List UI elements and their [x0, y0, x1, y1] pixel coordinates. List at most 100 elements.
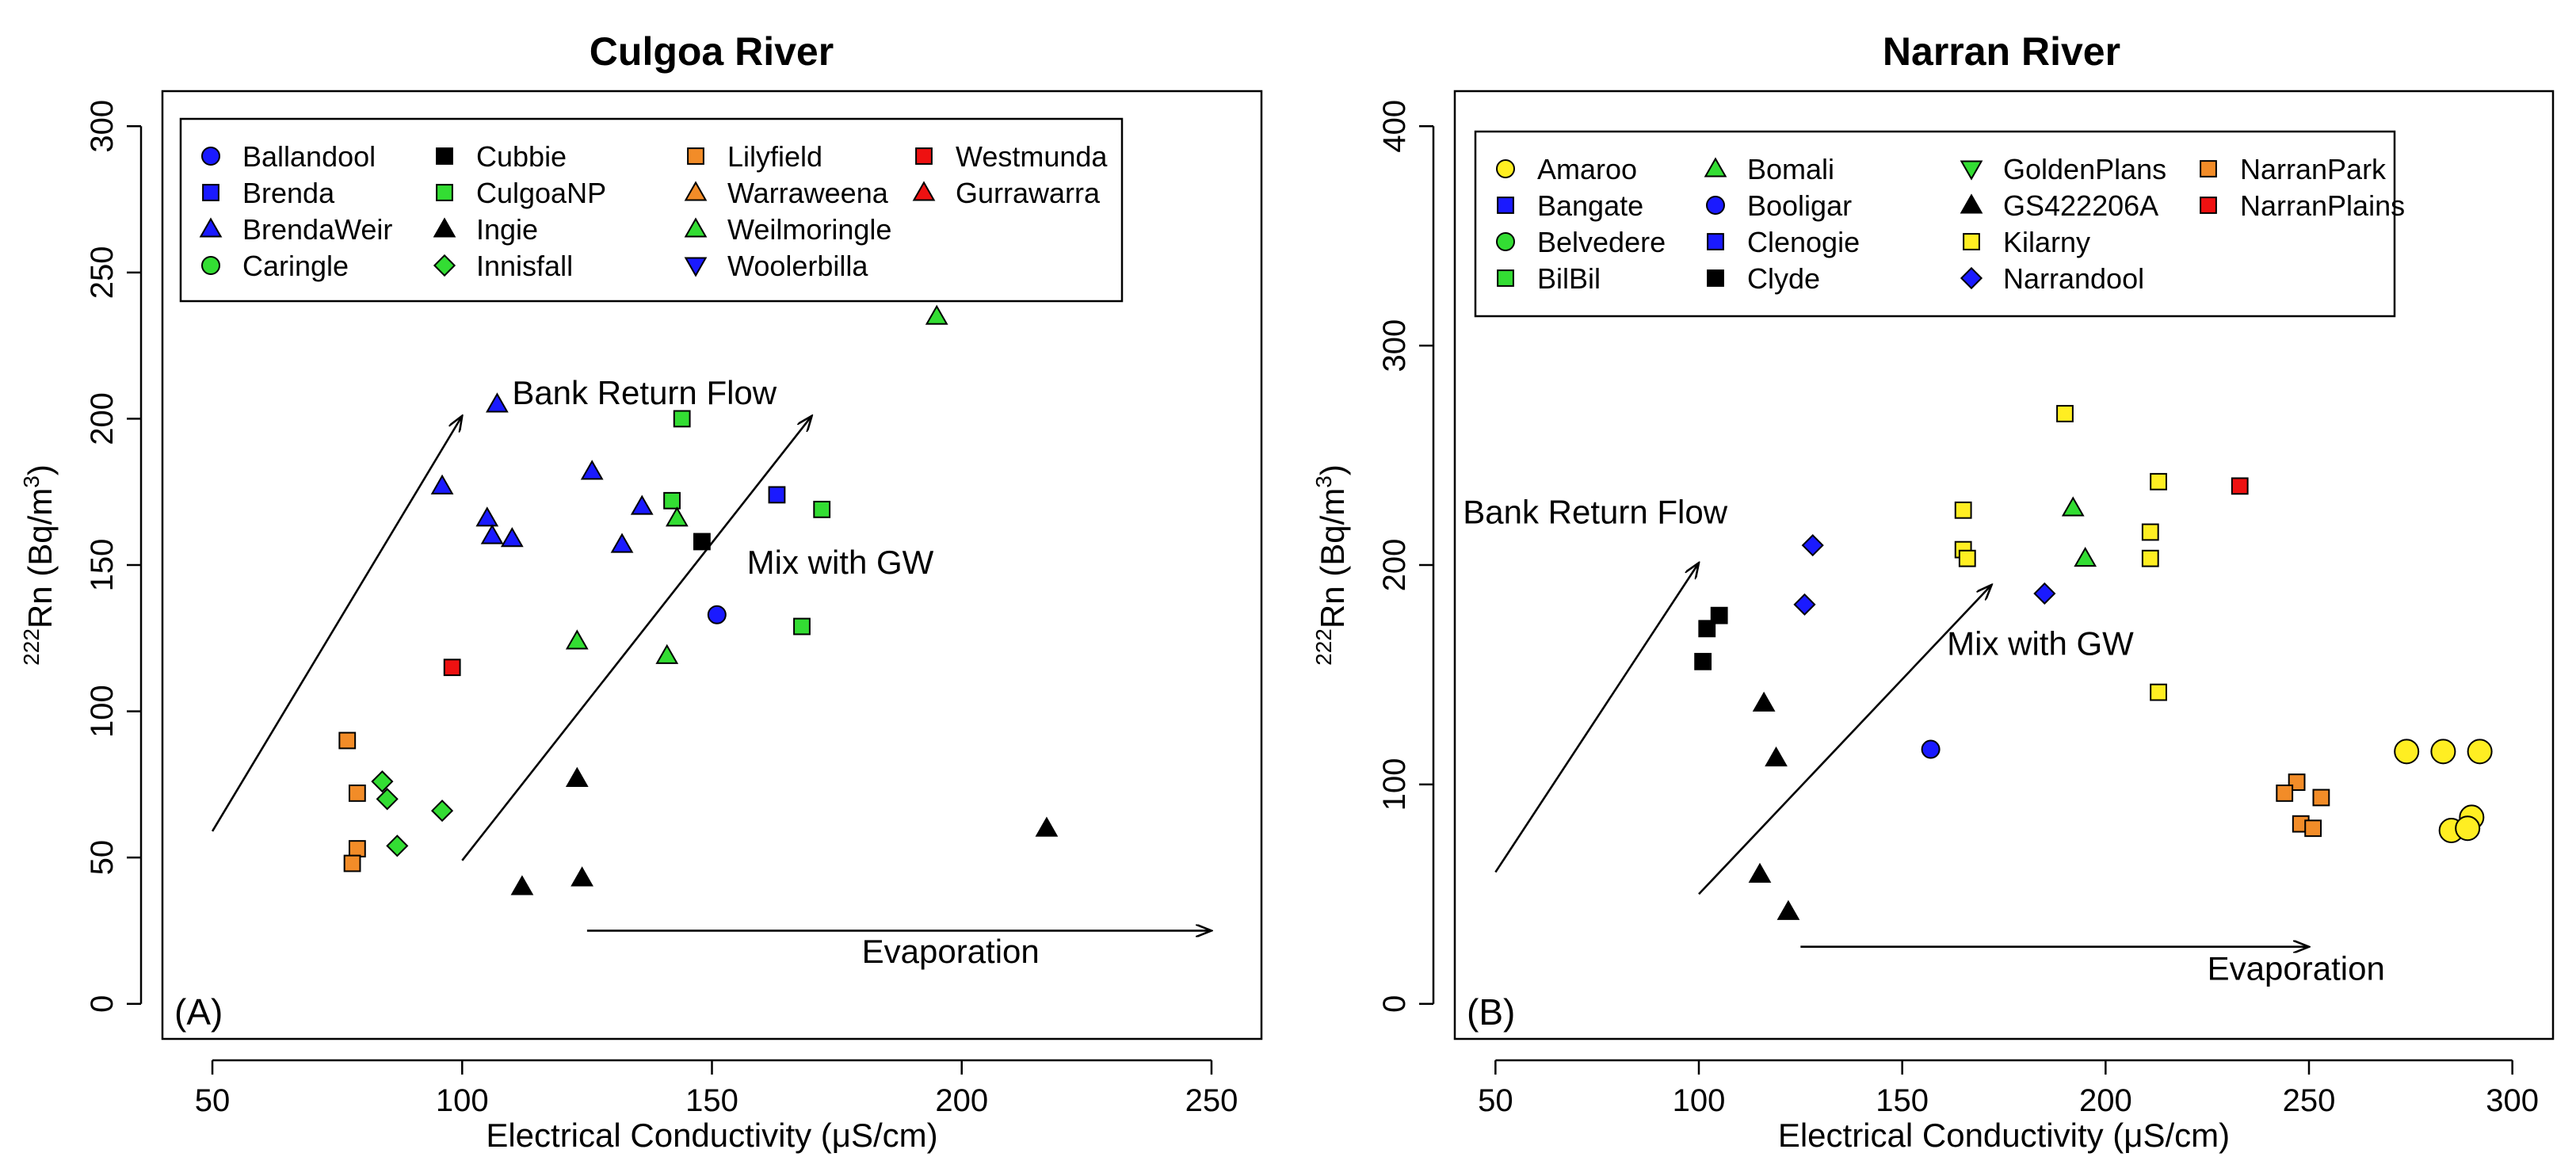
- data-point: [371, 770, 394, 793]
- legend-label: Bangate: [1537, 189, 1643, 222]
- annotation-label: Evaporation: [862, 933, 1040, 970]
- annotation-label: Bank Return Flow: [512, 374, 777, 411]
- panel-label: (B): [1467, 991, 1515, 1033]
- legend-label: Warraweena: [727, 177, 889, 209]
- y-tick-label: 300: [85, 100, 120, 153]
- y-tick-label: 100: [85, 685, 120, 738]
- y-label-tail: ): [1314, 464, 1351, 475]
- y-label-superscript: 3: [19, 475, 44, 488]
- data-point: [630, 494, 654, 515]
- data-point: [673, 410, 691, 428]
- data-point: [2150, 472, 2167, 491]
- y-tick-label: 0: [1377, 995, 1412, 1013]
- legend-label: BilBil: [1537, 262, 1601, 295]
- annotation-arrow: [1494, 563, 1699, 873]
- data-point: [443, 659, 461, 677]
- chart-panel-narran: Narran River 50 100 150 200 250 300 Electrical …: [1311, 29, 2555, 1154]
- data-point: [813, 500, 831, 518]
- data-point: [510, 875, 534, 895]
- data-point: [1765, 746, 1788, 767]
- legend-label: Ingie: [476, 213, 538, 246]
- legend-marker-ingie: [433, 217, 456, 238]
- legend-label: Ballandool: [242, 140, 376, 173]
- x-tick-label: 200: [935, 1083, 988, 1118]
- data-point: [430, 800, 454, 823]
- series-narranpark: [2276, 773, 2330, 838]
- legend-marker-clyde: [1707, 269, 1724, 287]
- legend-marker-narranplains: [2200, 197, 2217, 214]
- legend-marker-brendaweir: [199, 217, 223, 238]
- series-lilyfield: [338, 731, 366, 872]
- legend-label: NarranPlains: [2240, 189, 2405, 222]
- legend-label: Caringle: [242, 250, 349, 282]
- series-brenda: [768, 486, 786, 504]
- legend-marker-lilyfield: [687, 147, 704, 165]
- annotation-arrow: [1698, 585, 1992, 895]
- legend-marker-kilarny: [1963, 233, 1980, 250]
- y-label-superscript: 3: [1311, 475, 1336, 488]
- legend: Amaroo Bangate Belvedere BilBil Bomali Boolig…: [1474, 130, 2405, 318]
- series-clyde: [1694, 606, 1728, 670]
- legend-label: Woolerbilla: [727, 250, 868, 282]
- legend-label: Westmunda: [956, 140, 1108, 173]
- data-point: [1954, 501, 1972, 519]
- y-tick-label: 0: [85, 995, 120, 1013]
- legend-marker-amaroo: [1496, 159, 1515, 178]
- data-point: [2312, 788, 2330, 807]
- legend-label: Cubbie: [476, 140, 567, 173]
- series-narranplains: [2231, 477, 2249, 495]
- data-point: [1793, 593, 1816, 616]
- chart-panel-culgoa: Culgoa River 50 100 150 200 250 Electrical Con…: [19, 29, 1263, 1154]
- annotation-label: Mix with GW: [1947, 625, 2134, 662]
- data-point: [610, 533, 634, 553]
- data-point: [386, 834, 409, 857]
- data-point: [1694, 652, 1712, 670]
- series-ballandool: [707, 605, 727, 624]
- y-axis-label: 222Rn (Bq/m3): [19, 464, 59, 666]
- legend-marker-goldenplans: [1960, 160, 1983, 181]
- legend-marker-narrandool: [1960, 266, 1983, 290]
- data-point: [1748, 862, 1772, 883]
- data-point: [500, 527, 524, 548]
- data-point: [571, 866, 593, 887]
- legend-marker-caringle: [201, 256, 220, 275]
- y-tick-label: 150: [85, 539, 120, 592]
- panel-label: (A): [174, 991, 223, 1033]
- legend-marker-warraweena: [684, 181, 708, 201]
- y-tick-label: 250: [85, 246, 120, 299]
- data-point: [2141, 549, 2159, 567]
- data-point: [2141, 523, 2159, 541]
- series-ingie: [510, 766, 1059, 895]
- series-amaroo: [2394, 739, 2493, 843]
- data-point: [376, 788, 399, 811]
- legend-label: NarranPark: [2240, 153, 2387, 185]
- y-label-base: Rn (Bq/m: [1314, 488, 1351, 628]
- x-tick-label: 300: [2486, 1083, 2539, 1118]
- plot-frame: [161, 90, 1263, 1040]
- legend-marker-culgoanp: [436, 184, 453, 201]
- legend-marker-gs422206a: [1960, 193, 1983, 214]
- y-label-tail: ): [21, 464, 59, 475]
- x-tick-label: 200: [2079, 1083, 2132, 1118]
- data-point: [343, 854, 361, 872]
- data-point: [2231, 477, 2249, 495]
- x-tick-label: 150: [1876, 1083, 1929, 1118]
- legend-label: BrendaWeir: [242, 213, 392, 246]
- chart-title: Culgoa River: [590, 29, 834, 74]
- annotation-arrow: [211, 416, 462, 832]
- legend-marker-ballandool: [201, 147, 220, 166]
- legend-marker-woolerbilla: [684, 257, 708, 277]
- y-label-superscript: 222: [1311, 628, 1336, 666]
- x-tick-label: 250: [2283, 1083, 2336, 1118]
- series-cubbie: [693, 533, 711, 551]
- series-narrandool: [1793, 534, 2056, 616]
- series-westmunda: [443, 659, 461, 677]
- annotation-label: Bank Return Flow: [1463, 493, 1727, 530]
- legend-marker-booligar: [1706, 196, 1725, 215]
- data-point: [2150, 683, 2167, 701]
- legend-marker-gurrawarra: [912, 181, 936, 201]
- legend-marker-narranpark: [2200, 160, 2217, 178]
- legend-marker-brenda: [202, 184, 219, 201]
- legend-marker-cubbie: [436, 147, 453, 165]
- y-tick-label: 100: [1377, 758, 1412, 811]
